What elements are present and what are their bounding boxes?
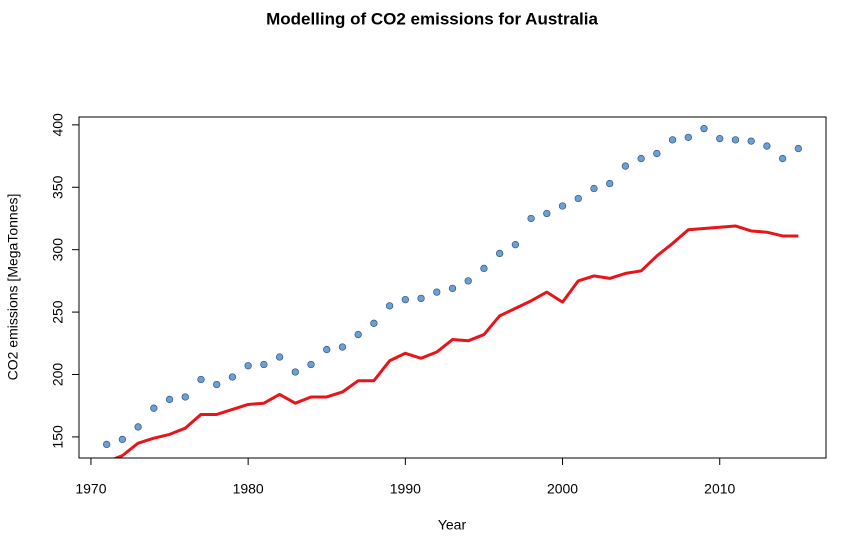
data-point: [118, 435, 127, 444]
data-point: [480, 264, 488, 273]
data-point: [543, 209, 551, 218]
data-point: [496, 249, 504, 258]
data-point: [291, 368, 299, 376]
data-point: [731, 136, 740, 144]
data-point: [558, 202, 567, 210]
x-tick-label: 1990: [390, 481, 421, 497]
data-point: [197, 375, 205, 384]
data-point: [338, 343, 347, 351]
data-point: [700, 124, 708, 133]
data-point: [370, 319, 378, 327]
data-point: [794, 144, 802, 153]
data-point: [716, 134, 724, 143]
data-point: [103, 440, 111, 449]
y-axis-label: CO2 emissions [MegaTonnes]: [5, 194, 21, 381]
x-tick-label: 2010: [704, 481, 735, 497]
data-point: [606, 179, 614, 188]
y-tick-label: 300: [50, 238, 66, 262]
data-point: [464, 277, 472, 285]
y-tick-label: 400: [50, 113, 66, 137]
data-point: [228, 373, 237, 381]
data-point: [275, 353, 284, 361]
data-point: [684, 133, 692, 141]
x-axis-label: Year: [438, 517, 467, 533]
data-line: [112, 224, 799, 458]
y-tick-label: 250: [50, 300, 66, 324]
x-tick-label: 1980: [233, 481, 264, 497]
data-point: [150, 404, 158, 412]
data-point: [511, 241, 520, 249]
data-point: [417, 294, 425, 303]
data-point: [637, 154, 645, 163]
data-point: [354, 330, 362, 339]
data-point: [213, 380, 221, 389]
data-point: [323, 345, 331, 354]
data-point: [574, 194, 582, 203]
data-point: [165, 395, 174, 404]
data-point: [747, 137, 755, 145]
data-point: [527, 214, 535, 223]
data-point: [621, 162, 630, 170]
data-point: [433, 288, 441, 296]
data-point: [244, 362, 252, 370]
x-tick-label: 1970: [75, 481, 106, 497]
y-tick-label: 150: [50, 425, 66, 449]
data-point: [668, 136, 677, 144]
data-point: [401, 295, 409, 304]
chart-title: Modelling of CO2 emissions for Australia: [266, 9, 598, 28]
data-point: [590, 184, 598, 193]
data-point: [307, 360, 315, 369]
data-point: [778, 154, 787, 163]
data-point: [181, 393, 189, 401]
data-point: [448, 284, 457, 293]
data-point: [763, 142, 771, 150]
y-tick-label: 200: [50, 363, 66, 387]
x-tick-label: 2000: [547, 481, 578, 497]
plot-area: [103, 124, 802, 458]
data-point: [134, 423, 142, 431]
y-tick-label: 350: [50, 175, 66, 199]
data-point: [260, 360, 268, 369]
data-point: [385, 302, 394, 310]
data-point: [653, 149, 661, 158]
